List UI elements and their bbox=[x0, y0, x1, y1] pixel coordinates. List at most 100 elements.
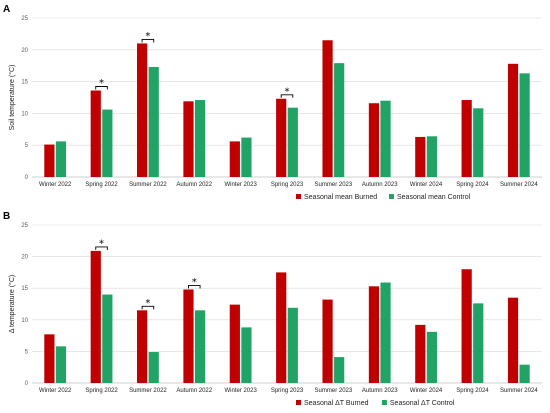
y-tick-label: 15 bbox=[21, 286, 28, 292]
significance-bracket bbox=[188, 285, 201, 289]
y-tick-label: 5 bbox=[25, 349, 29, 355]
y-axis-title: Δ temperature (°C) bbox=[8, 275, 16, 333]
x-tick-label: Summer 2023 bbox=[315, 182, 353, 188]
bar-burned bbox=[415, 136, 426, 177]
x-tick-label: Summer 2022 bbox=[129, 388, 167, 394]
y-tick-label: 25 bbox=[21, 223, 28, 229]
x-tick-label: Winter 2023 bbox=[224, 182, 257, 188]
y-tick-label: 5 bbox=[25, 143, 29, 149]
bar-control bbox=[519, 73, 530, 177]
y-tick-label: 10 bbox=[21, 111, 28, 117]
x-tick-label: Autumn 2022 bbox=[176, 182, 212, 188]
legend-swatch-burned bbox=[296, 400, 301, 405]
y-tick-label: 20 bbox=[21, 255, 28, 261]
bar-control bbox=[426, 136, 437, 177]
x-tick-label: Spring 2022 bbox=[85, 182, 118, 188]
legend-label: Seasonal ΔT Control bbox=[390, 400, 455, 407]
x-tick-label: Summer 2024 bbox=[500, 388, 538, 394]
x-tick-label: Spring 2024 bbox=[456, 388, 489, 394]
y-tick-label: 10 bbox=[21, 318, 28, 324]
bar-control bbox=[473, 303, 484, 383]
significance-star: * bbox=[99, 78, 104, 89]
legend-label: Seasonal ΔT Burned bbox=[304, 400, 369, 407]
x-tick-label: Spring 2023 bbox=[271, 388, 304, 394]
bar-control bbox=[380, 282, 391, 383]
legend-swatch-control bbox=[381, 400, 387, 405]
y-tick-label: 25 bbox=[21, 16, 28, 22]
bar-burned bbox=[507, 63, 519, 177]
x-tick-label: Winter 2022 bbox=[39, 182, 72, 188]
y-tick-label: 20 bbox=[21, 48, 28, 54]
x-tick-label: Spring 2023 bbox=[271, 182, 304, 188]
significance-star: * bbox=[285, 86, 290, 97]
significance-star: * bbox=[99, 238, 104, 249]
bar-burned bbox=[322, 299, 333, 383]
x-tick-label: Autumn 2023 bbox=[362, 388, 398, 394]
x-tick-label: Spring 2024 bbox=[456, 182, 489, 188]
legend-label: Seasonal mean Control bbox=[397, 194, 471, 201]
chart-panel-a: A 0 5 10 15 20 25 Soil temperature (°C) Winter 2… bbox=[3, 4, 542, 201]
bar-burned bbox=[229, 141, 240, 177]
significance-bracket bbox=[95, 246, 108, 250]
significance-bracket bbox=[141, 38, 155, 43]
bar-control bbox=[55, 346, 67, 383]
bar-control bbox=[241, 137, 252, 177]
bar-control bbox=[334, 63, 345, 177]
chart-panel-b: B 0 5 10 15 20 25 Δ temperature (°C) Winter 2022… bbox=[3, 211, 542, 407]
significance-star: * bbox=[145, 31, 150, 42]
bar-control bbox=[194, 310, 206, 383]
y-tick-label: 0 bbox=[25, 381, 29, 387]
bar-control bbox=[334, 357, 345, 383]
x-tick-label: Summer 2022 bbox=[129, 182, 167, 188]
x-tick-label: Winter 2024 bbox=[410, 388, 443, 394]
bar-burned bbox=[415, 324, 426, 383]
bar-burned bbox=[183, 101, 194, 177]
bar-burned bbox=[44, 334, 55, 383]
significance-bracket bbox=[280, 94, 294, 98]
bar-control bbox=[102, 294, 113, 383]
x-tick-label: Summer 2023 bbox=[315, 388, 353, 394]
bar-burned bbox=[276, 98, 287, 177]
bar-control bbox=[473, 108, 484, 177]
y-axis-title: Soil temperature (°C) bbox=[8, 65, 16, 131]
bar-burned bbox=[137, 43, 148, 177]
bar-control bbox=[148, 66, 159, 177]
bar-control bbox=[194, 100, 206, 177]
bar-burned bbox=[368, 286, 380, 383]
bar-burned bbox=[461, 269, 472, 383]
x-tick-label: Autumn 2023 bbox=[362, 182, 398, 188]
panel-letter: A bbox=[3, 4, 10, 15]
bar-control bbox=[102, 109, 113, 177]
bar-control bbox=[426, 331, 437, 383]
bar-control bbox=[55, 141, 67, 177]
x-tick-label: Winter 2022 bbox=[39, 388, 72, 394]
x-tick-label: Spring 2022 bbox=[85, 388, 118, 394]
bar-burned bbox=[507, 297, 519, 383]
significance-star: * bbox=[145, 298, 150, 309]
bar-burned bbox=[276, 272, 287, 383]
bar-burned bbox=[137, 310, 148, 383]
bar-burned bbox=[183, 289, 194, 383]
legend-swatch-burned bbox=[296, 194, 301, 199]
bar-burned bbox=[461, 100, 472, 177]
significance-star: * bbox=[192, 277, 197, 288]
y-tick-label: 15 bbox=[21, 80, 28, 86]
significance-bracket bbox=[141, 305, 155, 310]
y-tick-label: 0 bbox=[25, 175, 29, 181]
x-tick-label: Winter 2023 bbox=[224, 388, 257, 394]
panel-letter: B bbox=[3, 211, 10, 222]
bar-burned bbox=[368, 103, 380, 177]
bar-control bbox=[380, 100, 391, 177]
x-tick-label: Summer 2024 bbox=[500, 182, 538, 188]
x-tick-label: Winter 2024 bbox=[410, 182, 443, 188]
bar-control bbox=[241, 327, 252, 383]
bar-burned bbox=[90, 250, 101, 383]
bar-burned bbox=[229, 304, 240, 383]
bar-control bbox=[519, 364, 530, 383]
legend-label: Seasonal mean Burned bbox=[304, 194, 377, 201]
bar-control bbox=[287, 107, 298, 177]
significance-bracket bbox=[95, 86, 108, 90]
bar-control bbox=[287, 307, 298, 383]
bar-burned bbox=[90, 90, 101, 177]
